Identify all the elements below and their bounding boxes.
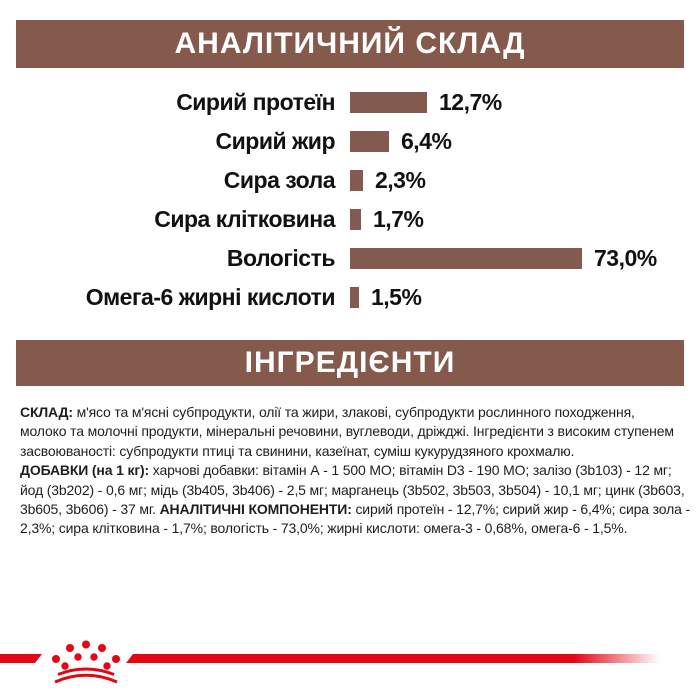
- analytical-composition-title: АНАЛІТИЧНИЙ СКЛАД: [174, 27, 526, 60]
- chart-bar: [350, 131, 389, 152]
- chart-value-label: 12,7%: [439, 89, 502, 115]
- red-divider-line-right: [126, 654, 700, 663]
- ingredients-title: ІНГРЕДІЄНТИ: [244, 346, 456, 379]
- ingredients-header: ІНГРЕДІЄНТИ: [16, 340, 684, 386]
- ingredients-text-line: йод (3b202) - 0,6 мг; мідь (3b405, 3b406…: [20, 481, 685, 498]
- ingredients-text-line: 3b605, 3b606) - 37 мг. АНАЛІТИЧНІ КОМПОН…: [20, 501, 690, 518]
- composition-chart: Сирий протеїн 12,7% Сирий жир 6,4% Сира …: [0, 83, 700, 317]
- chart-category-label: Сира зола: [223, 167, 336, 193]
- chart-bar: [350, 92, 427, 113]
- ingredients-text-line: 2,3%; сира клітковина - 1,7%; вологість …: [20, 520, 628, 537]
- ingredients-text: СКЛАД: м'ясо та м'ясні субпродукти, олії…: [20, 403, 692, 539]
- chart-row: Вологість 73,0%: [0, 239, 700, 278]
- chart-value-label: 73,0%: [594, 245, 657, 271]
- chart-row: Сирий жир 6,4%: [0, 122, 700, 161]
- chart-value-label: 1,7%: [373, 206, 424, 232]
- red-divider-line-left: [0, 654, 42, 663]
- chart-row: Сира клітковина 1,7%: [0, 200, 700, 239]
- chart-value-label: 6,4%: [401, 128, 452, 154]
- chart-bar: [350, 287, 359, 308]
- ingredients-text-line: СКЛАД: м'ясо та м'ясні субпродукти, олії…: [20, 404, 635, 420]
- chart-row: Сира зола 2,3%: [0, 161, 700, 200]
- royal-canin-crown-icon: [52, 640, 120, 684]
- chart-category-label: Омега-6 жирні кислоти: [85, 284, 336, 310]
- chart-bar: [350, 209, 361, 230]
- chart-value-label: 1,5%: [371, 284, 422, 310]
- chart-category-label: Сирий жир: [215, 128, 336, 154]
- chart-bar: [350, 248, 582, 269]
- ingredients-text-line: засвоюваності: субпродукти птиці та свин…: [20, 442, 575, 459]
- chart-value-label: 2,3%: [375, 167, 426, 193]
- chart-bar: [350, 170, 363, 191]
- chart-row: Сирий протеїн 12,7%: [0, 83, 700, 122]
- chart-category-label: Вологість: [226, 245, 336, 271]
- ingredients-text-line: молоко та молочні продукти, мінеральні р…: [20, 423, 674, 440]
- chart-category-label: Сира клітковина: [154, 206, 335, 232]
- ingredients-text-line: ДОБАВКИ (на 1 кг): харчові добавки: віта…: [20, 462, 672, 479]
- analytical-composition-header: АНАЛІТИЧНИЙ СКЛАД: [16, 20, 684, 68]
- chart-category-label: Сирий протеїн: [176, 89, 335, 115]
- chart-row: Омега-6 жирні кислоти 1,5%: [0, 278, 700, 317]
